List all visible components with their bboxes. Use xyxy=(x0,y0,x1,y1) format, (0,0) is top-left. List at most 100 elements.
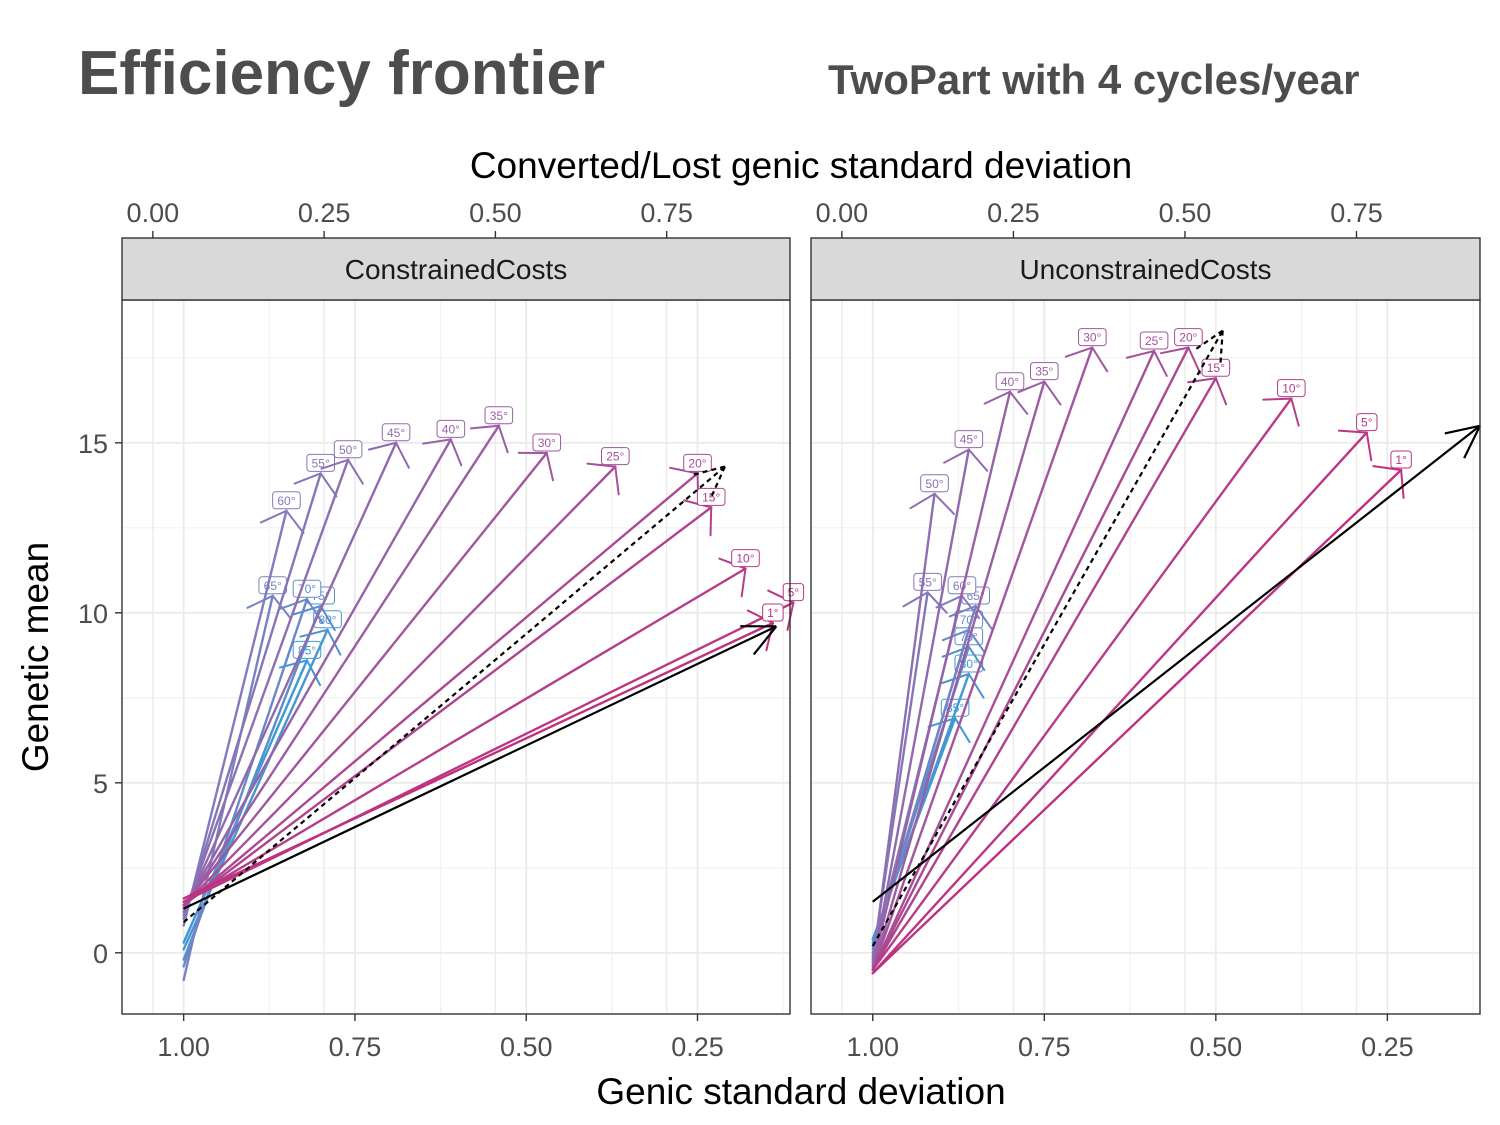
series-label-box xyxy=(762,603,784,622)
top-x-tick-label: 0.50 xyxy=(1159,198,1212,228)
series-end-tick xyxy=(497,424,509,454)
series-label: 10° xyxy=(731,549,760,568)
series-label: 40° xyxy=(995,372,1025,391)
top-x-tick-label: 0.25 xyxy=(298,198,351,228)
series-end-tick xyxy=(909,492,936,510)
series-label-box xyxy=(683,453,712,472)
series-line xyxy=(182,458,350,917)
series-end-tick xyxy=(1153,350,1168,377)
series-end-tick xyxy=(449,438,463,467)
reference-arrowhead xyxy=(1444,424,1481,435)
series-end-tick xyxy=(259,509,288,524)
series-line xyxy=(182,465,617,907)
series-label-text: 30° xyxy=(538,436,556,450)
y-axis-title: Genetic mean xyxy=(15,542,56,772)
series-line xyxy=(182,441,398,914)
series-end-tick xyxy=(320,458,350,470)
x-tick-label: 0.25 xyxy=(671,1032,724,1062)
series-label-box xyxy=(484,406,514,425)
series-label: 15° xyxy=(696,487,726,506)
x-tick-label: 0.75 xyxy=(1018,1032,1071,1062)
series-line xyxy=(871,431,1368,975)
top-x-tick-label: 0.00 xyxy=(816,198,869,228)
series-label-text: 20° xyxy=(1179,331,1197,345)
series-end-tick xyxy=(319,605,336,632)
series-label-text: 10° xyxy=(1282,382,1300,396)
series-end-tick xyxy=(1337,429,1368,434)
series-label-box xyxy=(1078,328,1107,347)
series-label-text: 35° xyxy=(490,409,508,423)
series-end-tick xyxy=(586,462,617,468)
series-label-box xyxy=(1174,328,1203,347)
series-label-box xyxy=(272,491,301,510)
reference-arrow-solid xyxy=(183,625,777,910)
series-end-tick xyxy=(285,509,305,534)
series-end-tick xyxy=(1159,346,1190,355)
series-line xyxy=(871,377,1218,971)
series-label: 25° xyxy=(600,447,630,466)
series-end-tick xyxy=(941,628,970,642)
series-line xyxy=(871,390,1012,968)
series-line xyxy=(182,567,747,903)
series-label-text: 40° xyxy=(1001,375,1019,389)
series-end-tick xyxy=(367,441,398,451)
series-label: 35° xyxy=(484,406,514,425)
series-label-box xyxy=(436,419,466,438)
series-line xyxy=(182,598,309,968)
series-end-tick xyxy=(299,628,329,638)
series-label-text: 40° xyxy=(442,422,460,436)
top-x-tick-label: 0.50 xyxy=(469,198,522,228)
top-x-tick-label: 0.25 xyxy=(987,198,1040,228)
series-end-tick xyxy=(305,598,324,624)
series-label-text: 60° xyxy=(277,494,295,508)
x-tick-label: 0.75 xyxy=(329,1032,382,1062)
series-end-tick xyxy=(1125,350,1156,359)
x-tick-label: 0.25 xyxy=(1361,1032,1414,1062)
y-tick-label: 0 xyxy=(93,939,108,969)
series-end-tick xyxy=(614,465,620,496)
series-label: 1° xyxy=(762,603,784,622)
series-label-text: 30° xyxy=(1083,331,1101,345)
series-label-box xyxy=(920,474,949,493)
series-label-box xyxy=(600,447,630,466)
top-x-axis-title: Converted/Lost genic standard deviation xyxy=(470,145,1132,186)
series-label-text: 25° xyxy=(606,450,624,464)
series-label: 25° xyxy=(1139,331,1169,350)
series-label: 55° xyxy=(913,572,942,591)
series-label-text: 50° xyxy=(925,477,943,491)
series-label-text: 5° xyxy=(788,586,800,600)
series-label-text: 20° xyxy=(688,456,706,470)
series-label-text: 1° xyxy=(767,606,779,620)
y-tick-label: 10 xyxy=(78,599,108,629)
series-end-tick xyxy=(1043,380,1062,406)
reference-arrowhead xyxy=(1219,330,1224,367)
series-line xyxy=(182,438,453,910)
series-end-tick xyxy=(967,673,985,699)
series-end-tick xyxy=(967,448,989,472)
top-x-tick-label: 0.75 xyxy=(640,198,693,228)
series-end-tick xyxy=(326,628,342,656)
series-label: 30° xyxy=(1078,328,1107,347)
series-end-tick xyxy=(1064,346,1094,358)
reference-arrow-dotted xyxy=(871,330,1224,947)
series-label-text: 5° xyxy=(1361,416,1373,430)
series-end-tick xyxy=(954,717,971,744)
series-end-tick xyxy=(545,452,554,482)
series-label: 60° xyxy=(272,491,301,510)
series-label-box xyxy=(1139,331,1169,350)
series-end-tick xyxy=(1008,390,1029,415)
reference-arrowhead xyxy=(689,465,726,477)
series-label-text: 60° xyxy=(953,579,971,593)
reference-arrowhead xyxy=(709,466,726,500)
strip-label: UnconstrainedCosts xyxy=(1019,254,1271,285)
series-label: 50° xyxy=(920,474,949,493)
series-end-tick xyxy=(1214,377,1228,406)
reference-arrowhead xyxy=(1192,329,1224,352)
series-line xyxy=(871,397,1293,971)
reference-arrow-dotted xyxy=(182,465,726,924)
series-end-tick xyxy=(292,605,322,616)
series-label: 35° xyxy=(1029,362,1059,381)
series-label: 65° xyxy=(258,576,288,595)
series-label-box xyxy=(696,487,726,506)
series-label: 45° xyxy=(381,423,411,442)
